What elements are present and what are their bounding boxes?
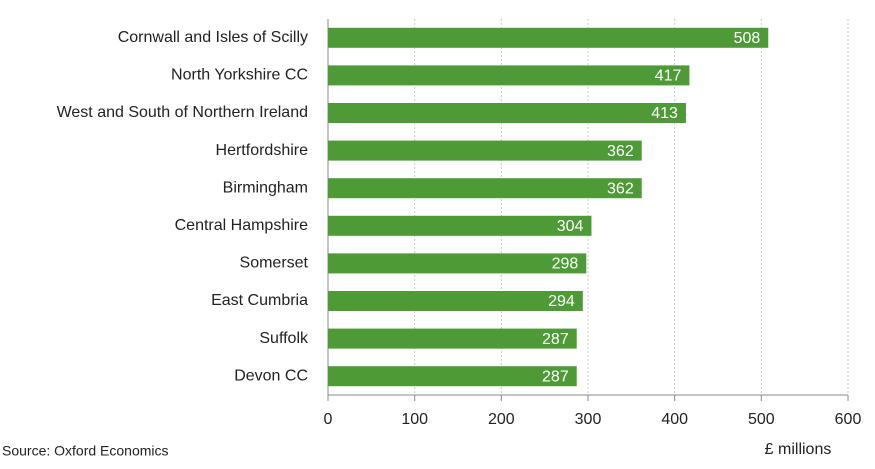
- y-tick-label: Cornwall and Isles of Scilly: [118, 29, 308, 46]
- bar: [328, 27, 769, 48]
- x-tick-label: 400: [661, 411, 688, 428]
- bar: [328, 103, 686, 123]
- y-tick-label: East Cumbria: [211, 292, 308, 309]
- y-tick-label: North Yorkshire CC: [171, 67, 308, 84]
- bar: [328, 366, 577, 387]
- y-tick-label: Hertfordshire: [216, 142, 309, 159]
- x-axis-title: £ millions: [765, 441, 832, 458]
- y-tick-label: Birmingham: [223, 179, 308, 196]
- bar: [328, 215, 592, 236]
- y-tick-label: Central Hampshire: [175, 217, 308, 234]
- bar: [328, 253, 587, 274]
- x-tick-label: 500: [748, 411, 775, 428]
- value-label: 417: [655, 68, 682, 85]
- value-label: 362: [607, 180, 634, 197]
- y-tick-label: Suffolk: [259, 330, 309, 347]
- y-tick-label: West and South of Northern Ireland: [57, 104, 308, 121]
- y-tick-label: Somerset: [240, 255, 309, 272]
- bar: [328, 178, 642, 199]
- value-label: 294: [548, 293, 575, 310]
- value-label: 304: [557, 218, 584, 235]
- bar: [328, 291, 583, 311]
- value-label: 508: [734, 30, 761, 47]
- bar: [328, 140, 642, 161]
- source-note: Source: Oxford Economics: [2, 443, 169, 459]
- x-tick-label: 300: [575, 411, 602, 428]
- y-tick-label: Devon CC: [234, 367, 308, 384]
- value-label: 287: [542, 331, 569, 348]
- x-tick-label: 100: [401, 411, 428, 428]
- x-tick-label: 200: [488, 411, 515, 428]
- bar: [328, 328, 577, 349]
- value-label: 298: [552, 256, 579, 273]
- x-tick-label: 0: [324, 411, 333, 428]
- x-tick-label: 600: [835, 411, 862, 428]
- value-label: 287: [542, 368, 569, 385]
- bar: [328, 65, 690, 86]
- value-label: 413: [651, 105, 678, 122]
- value-label: 362: [607, 143, 634, 160]
